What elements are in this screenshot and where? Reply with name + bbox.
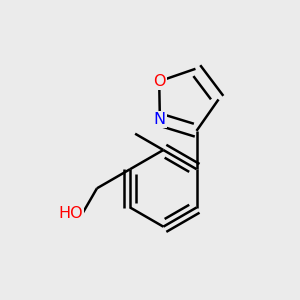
Text: HO: HO — [58, 206, 82, 221]
Text: N: N — [154, 112, 166, 127]
Text: O: O — [153, 74, 166, 89]
